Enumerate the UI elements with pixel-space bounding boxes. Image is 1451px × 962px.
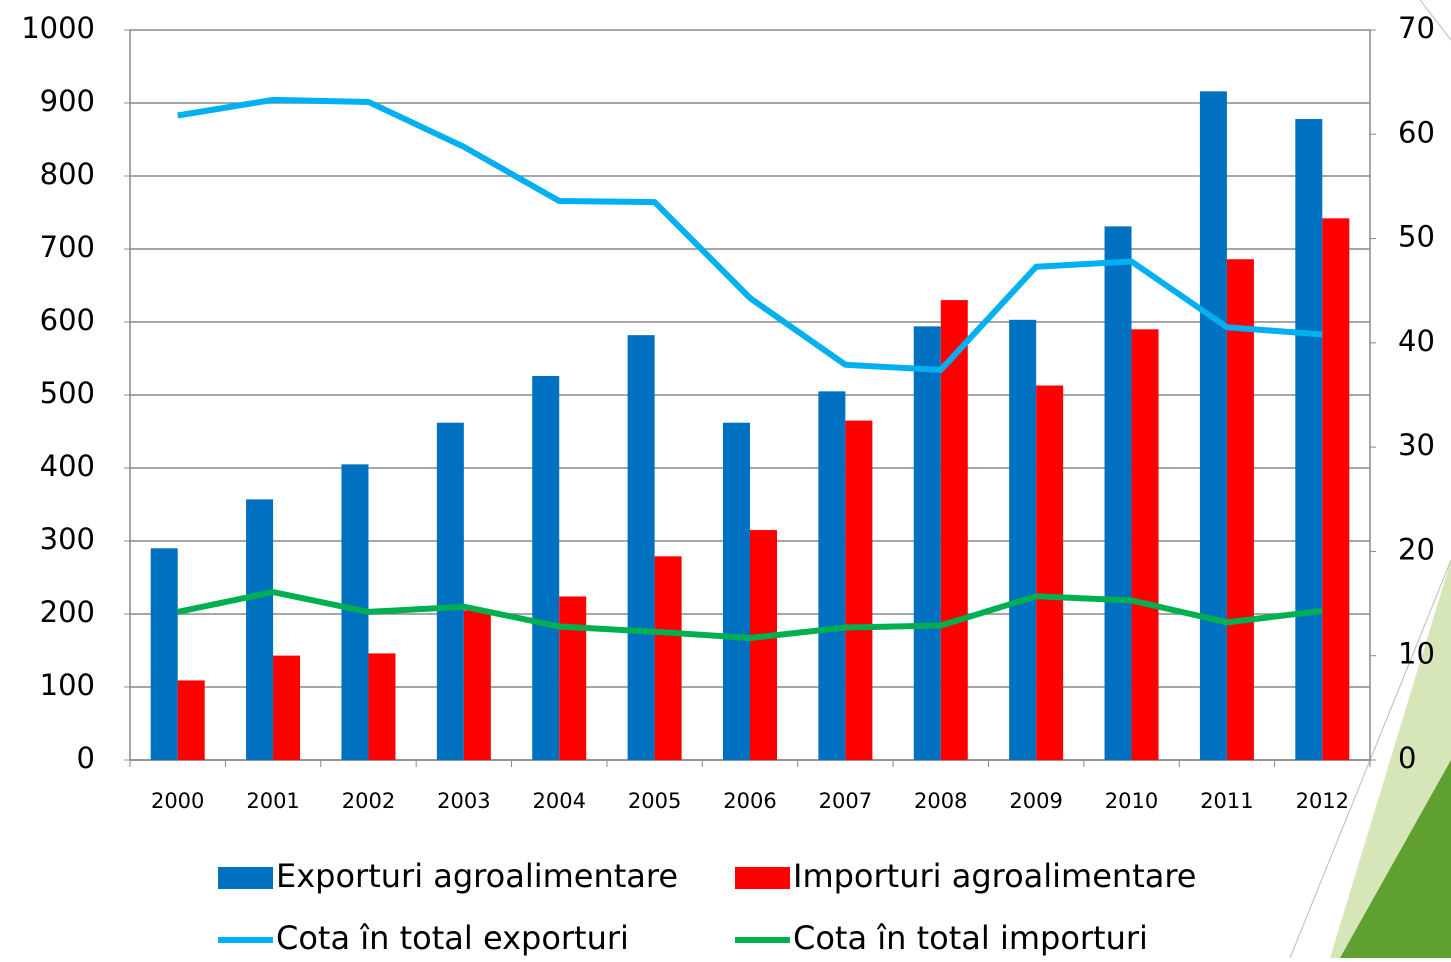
x-tick-label: 2000 xyxy=(151,789,204,813)
bar xyxy=(940,300,968,760)
y2-tick-label: 30 xyxy=(1398,428,1435,462)
x-tick-label: 2007 xyxy=(819,789,872,813)
bar xyxy=(750,530,777,760)
y2-tick-label: 0 xyxy=(1398,741,1416,775)
x-tick-label: 2005 xyxy=(628,789,681,813)
y-tick-label: 300 xyxy=(40,522,95,556)
line xyxy=(177,96,1323,373)
y2-tick-label: 20 xyxy=(1398,532,1435,566)
x-tick-label: 2003 xyxy=(437,789,490,813)
legend-label: Cota în total importuri xyxy=(793,919,1148,957)
bar xyxy=(150,548,178,760)
y2-tick-label: 50 xyxy=(1398,220,1435,254)
bar xyxy=(177,680,205,760)
x-tick-label: 2012 xyxy=(1296,789,1349,813)
bar xyxy=(818,391,846,760)
bar xyxy=(627,335,655,760)
legend-label: Exporturi agroalimentare xyxy=(276,857,678,895)
bar xyxy=(1131,329,1159,760)
bar xyxy=(559,596,587,760)
bar xyxy=(723,422,750,760)
legend-label: Cota în total exporturi xyxy=(276,919,629,957)
x-tick-label: 2002 xyxy=(342,789,395,813)
x-tick-label: 2001 xyxy=(246,789,299,813)
x-tick-label: 2006 xyxy=(723,789,776,813)
x-tick-label: 2008 xyxy=(914,789,967,813)
line xyxy=(177,589,1323,641)
y-tick-label: 0 xyxy=(77,741,95,775)
legend-swatch xyxy=(735,867,790,889)
x-tick-label: 2009 xyxy=(1009,789,1062,813)
y2-tick-label: 40 xyxy=(1398,324,1435,358)
bar xyxy=(368,653,396,760)
y-tick-label: 700 xyxy=(40,230,95,264)
bar xyxy=(1199,91,1227,760)
y-tick-label: 800 xyxy=(40,157,95,191)
y-tick-label: 1000 xyxy=(21,11,95,45)
y-tick-label: 500 xyxy=(40,376,95,410)
legend-label: Importuri agroalimentare xyxy=(793,857,1196,895)
x-tick-label: 2011 xyxy=(1200,789,1253,813)
bar xyxy=(273,655,301,760)
legend-swatch xyxy=(218,867,273,889)
bar xyxy=(1226,259,1254,760)
bar xyxy=(436,422,464,760)
bar xyxy=(1322,218,1350,761)
y-tick-label: 600 xyxy=(40,303,95,337)
y-tick-label: 900 xyxy=(40,84,95,118)
bar xyxy=(1295,119,1323,760)
decoration xyxy=(1340,760,1451,958)
y2-tick-label: 70 xyxy=(1398,11,1435,45)
bar xyxy=(913,326,941,760)
bar xyxy=(1009,319,1037,760)
bar xyxy=(845,420,873,760)
y-tick-label: 200 xyxy=(40,595,95,629)
x-tick-label: 2010 xyxy=(1105,789,1158,813)
y-tick-label: 400 xyxy=(40,449,95,483)
bar xyxy=(1036,385,1064,760)
x-tick-label: 2004 xyxy=(533,789,586,813)
bar xyxy=(463,610,491,760)
bar xyxy=(654,556,682,760)
y2-tick-label: 10 xyxy=(1398,637,1435,671)
bar xyxy=(1104,226,1132,760)
y-tick-label: 100 xyxy=(40,668,95,702)
decoration xyxy=(1419,0,1451,41)
y2-tick-label: 60 xyxy=(1398,115,1435,149)
bar xyxy=(532,376,560,760)
bar xyxy=(246,499,274,760)
